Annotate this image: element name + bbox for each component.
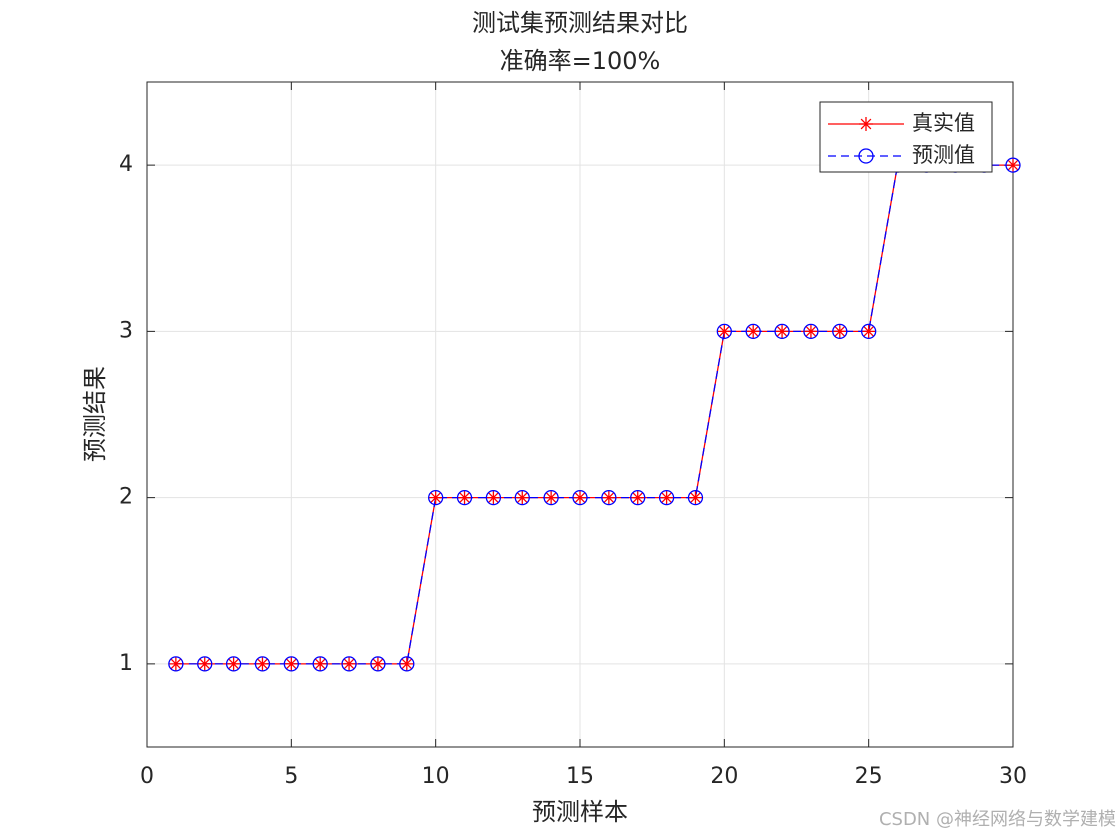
marker-asterisk	[486, 490, 501, 505]
marker-asterisk	[515, 490, 530, 505]
x-tick-label: 0	[140, 764, 154, 789]
marker-circle	[716, 323, 732, 340]
x-tick-label: 15	[566, 764, 594, 789]
marker-circle	[197, 656, 213, 672]
watermark: CSDN @神经网络与数学建模	[879, 809, 1116, 830]
legend-label: 真实值	[912, 111, 975, 135]
marker-asterisk	[428, 490, 443, 505]
marker-asterisk	[1006, 158, 1020, 173]
marker-circle	[168, 656, 184, 672]
chart-subtitle: 准确率=100%	[500, 47, 661, 75]
legend-label: 预测值	[912, 143, 975, 167]
plot-frame	[146, 81, 1014, 748]
marker-circle	[341, 656, 357, 672]
marker-circle	[399, 656, 415, 672]
marker-circle	[254, 656, 271, 672]
marker-asterisk	[688, 490, 703, 505]
marker-circle	[861, 323, 877, 340]
marker-circle	[630, 489, 646, 506]
marker-asterisk	[370, 656, 385, 671]
marker-asterisk	[746, 324, 761, 339]
marker-asterisk	[861, 324, 876, 339]
x-tick-label: 10	[422, 764, 450, 789]
marker-circle	[514, 489, 530, 506]
marker-circle	[312, 656, 328, 672]
marker-circle	[572, 489, 588, 506]
y-tick-label: 3	[119, 318, 133, 343]
legend-box	[819, 101, 993, 173]
marker-circle	[832, 323, 848, 340]
y-tick-label: 2	[119, 485, 133, 510]
marker-asterisk	[457, 490, 472, 505]
marker-asterisk	[197, 656, 212, 671]
marker-asterisk	[717, 324, 732, 339]
marker-asterisk	[630, 490, 645, 505]
marker-circle	[370, 656, 386, 672]
x-tick-label: 30	[999, 764, 1027, 789]
marker-circle	[225, 656, 242, 672]
marker-asterisk	[342, 656, 357, 671]
marker-circle	[428, 489, 444, 506]
marker-asterisk	[399, 656, 414, 671]
marker-circle	[485, 489, 502, 506]
marker-circle	[803, 323, 819, 340]
y-tick-label: 1	[119, 651, 133, 676]
marker-asterisk	[226, 656, 241, 671]
marker-circle	[1005, 157, 1021, 173]
y-axis-label: 预测结果	[81, 366, 109, 462]
marker-circle	[658, 489, 675, 506]
marker-circle	[858, 148, 874, 164]
marker-asterisk	[659, 490, 674, 505]
x-tick-label: 25	[855, 764, 883, 789]
x-axis-label: 预测样本	[532, 798, 628, 826]
y-tick-label: 4	[119, 152, 133, 177]
x-tick-label: 5	[284, 764, 298, 789]
marker-asterisk	[255, 656, 270, 671]
marker-asterisk	[544, 490, 559, 505]
marker-circle	[543, 489, 559, 506]
marker-circle	[456, 489, 473, 506]
marker-asterisk	[573, 490, 587, 505]
marker-asterisk	[832, 324, 847, 339]
marker-circle	[283, 656, 299, 672]
marker-circle	[601, 489, 617, 506]
marker-asterisk	[168, 656, 183, 671]
chart-title: 测试集预测结果对比	[472, 9, 688, 37]
marker-asterisk	[775, 324, 790, 339]
marker-asterisk	[313, 656, 328, 671]
marker-asterisk	[803, 324, 818, 339]
marker-circle	[687, 489, 704, 506]
marker-circle	[774, 323, 790, 340]
marker-asterisk	[284, 656, 299, 671]
marker-circle	[745, 323, 761, 340]
marker-asterisk	[859, 117, 873, 131]
x-tick-label: 20	[710, 764, 738, 789]
marker-asterisk	[601, 490, 616, 505]
